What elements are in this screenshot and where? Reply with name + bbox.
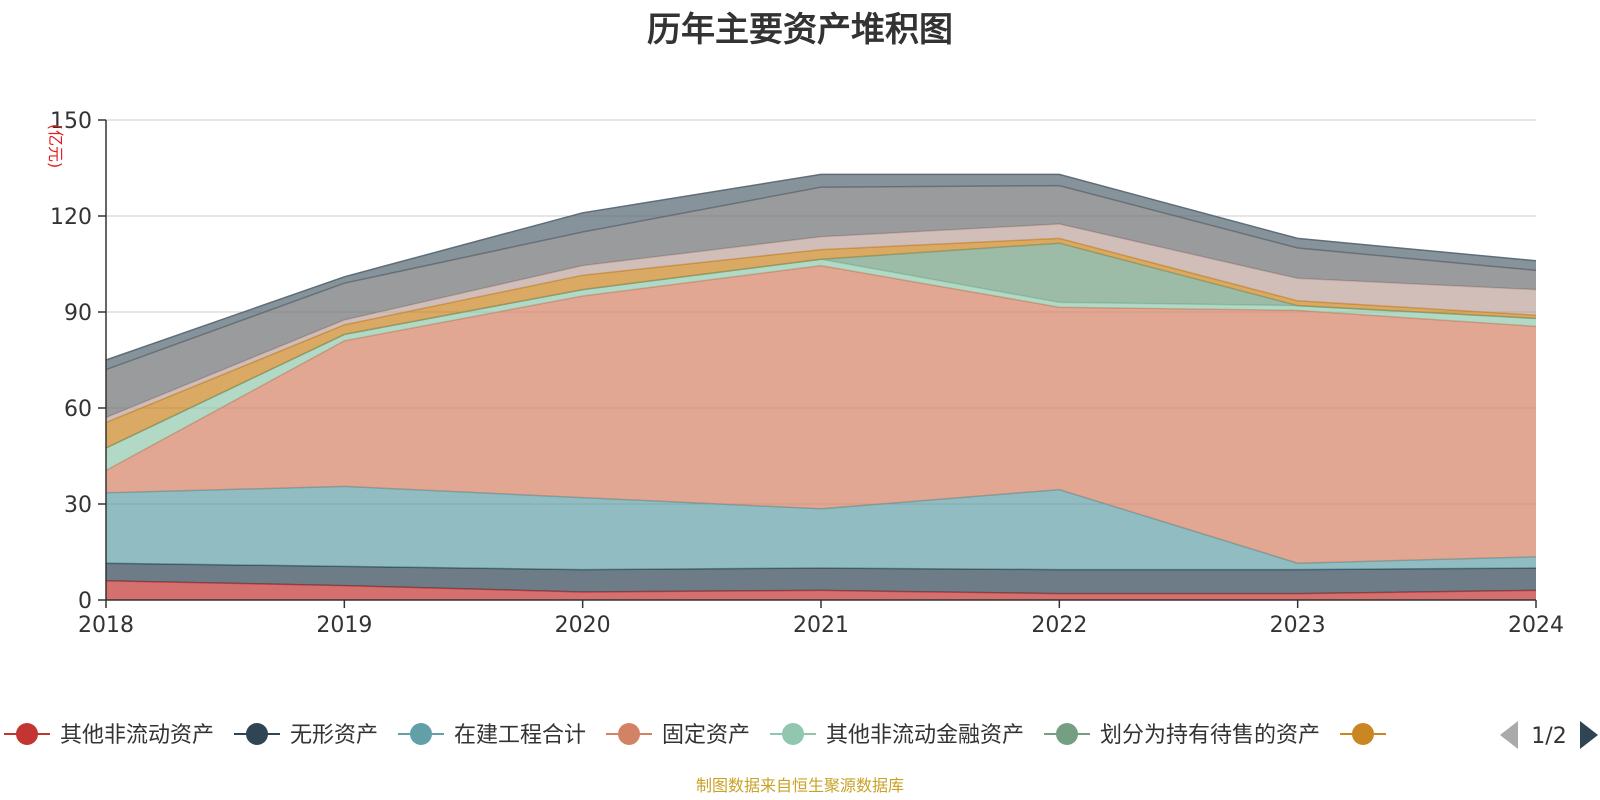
chart-title: 历年主要资产堆积图 (647, 10, 953, 50)
legend-prev-icon[interactable] (1500, 721, 1518, 749)
y-tick-label: 120 (50, 205, 92, 230)
legend-label: 划分为持有待售的资产 (1100, 723, 1320, 748)
area-series-line-9 (105, 173, 1537, 361)
legend-item-5[interactable]: 划分为持有待售的资产 (1044, 723, 1320, 748)
legend-label: 在建工程合计 (454, 723, 586, 748)
legend-label: 固定资产 (662, 723, 750, 748)
y-tick-label: 90 (64, 301, 92, 326)
legend-marker-icon (782, 723, 804, 745)
x-tick-label: 2018 (78, 613, 134, 638)
legend-marker-icon (16, 723, 38, 745)
legend: 其他非流动资产 无形资产 在建工程合计 固定资产 其他非流动金融资产 划分为持有待售的资产 (4, 723, 1386, 748)
y-unit-label: (亿元) (46, 124, 65, 169)
x-tick-label: 2020 (555, 613, 611, 638)
legend-marker-icon (246, 723, 268, 745)
legend-next-icon[interactable] (1580, 721, 1598, 749)
legend-item-2[interactable]: 在建工程合计 (398, 723, 586, 748)
legend-label: 无形资产 (290, 723, 378, 748)
x-tick-label: 2023 (1270, 613, 1326, 638)
legend-marker-icon (1056, 723, 1078, 745)
legend-marker-icon (410, 723, 432, 745)
area-series-9 (106, 174, 1536, 370)
legend-marker-icon (618, 723, 640, 745)
legend-page-indicator: 1/2 (1531, 724, 1566, 749)
x-tick-label: 2021 (793, 613, 849, 638)
area-series-8 (106, 185, 1536, 418)
source-note: 制图数据来自恒生聚源数据库 (695, 776, 904, 795)
legend-marker-icon (1352, 723, 1374, 745)
legend-item-0[interactable]: 其他非流动资产 (4, 723, 214, 748)
legend-item-6[interactable] (1340, 723, 1386, 745)
legend-item-4[interactable]: 其他非流动金融资产 (770, 723, 1024, 748)
x-tick-label: 2024 (1508, 613, 1564, 638)
y-tick-label: 150 (50, 109, 92, 134)
x-tick-label: 2022 (1031, 613, 1087, 638)
area-series-layer (105, 173, 1537, 600)
legend-label: 其他非流动金融资产 (826, 723, 1024, 748)
area-series-1 (106, 563, 1536, 594)
area-series-5 (106, 243, 1536, 448)
area-series-2 (106, 486, 1536, 570)
legend-item-1[interactable]: 无形资产 (234, 723, 378, 748)
area-series-3 (106, 265, 1536, 564)
y-tick-label: 0 (78, 589, 92, 614)
legend-pager: 1/2 (1500, 721, 1598, 749)
legend-item-3[interactable]: 固定资产 (606, 723, 750, 748)
axes: 0 30 60 90 120 150 2018 2019 2020 2021 2022 2023 202… (46, 109, 1564, 638)
y-tick-label: 30 (64, 493, 92, 518)
x-tick-label: 2019 (316, 613, 372, 638)
legend-label: 其他非流动资产 (60, 723, 214, 748)
y-tick-label: 60 (64, 397, 92, 422)
